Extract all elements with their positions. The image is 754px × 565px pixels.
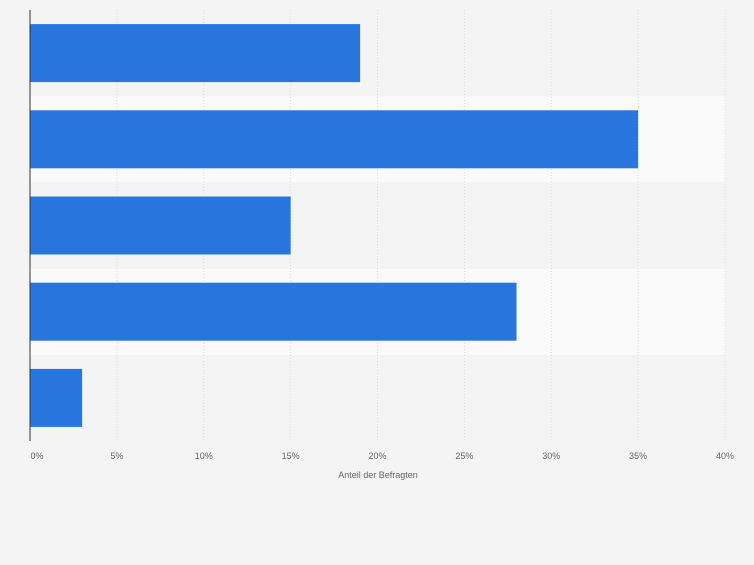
bar[interactable] — [30, 196, 291, 255]
x-tick-label: 20% — [368, 451, 386, 461]
bar[interactable] — [30, 282, 517, 341]
x-axis-label: Anteil der Befragten — [338, 470, 418, 480]
x-tick-label: 15% — [282, 451, 300, 461]
x-tick-label: 10% — [195, 451, 213, 461]
x-tick-label: 5% — [110, 451, 123, 461]
bar[interactable] — [30, 24, 361, 83]
bars — [30, 24, 639, 427]
x-tick-label: 35% — [629, 451, 647, 461]
bar[interactable] — [30, 368, 83, 427]
x-tick-label: 30% — [542, 451, 560, 461]
x-tick-label: 25% — [455, 451, 473, 461]
x-tick-label: 40% — [716, 451, 734, 461]
x-tick-labels: 0% 5% 10% 15% 20% 25% 30% 35% 40% — [30, 451, 734, 461]
bar[interactable] — [30, 110, 639, 169]
x-tick-label: 0% — [30, 451, 43, 461]
